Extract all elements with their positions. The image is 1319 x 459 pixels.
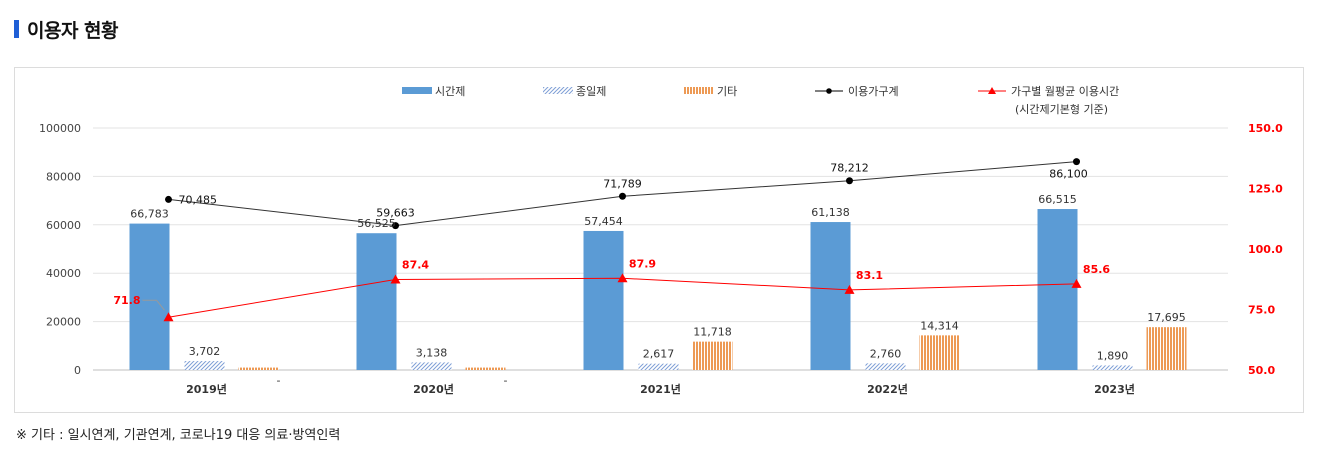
legend-label-line2: (시간제기본형 기준) [1015,103,1108,116]
line-data-label: 71.8 [113,294,140,307]
bar-solid [583,230,624,370]
bar-data-label: 1,890 [1097,349,1129,362]
bar-vertical [465,367,506,370]
bar-data-label: - [277,374,281,387]
bar-data-label: - [504,374,508,387]
bar-vertical [692,341,733,370]
triangle-marker [390,274,401,284]
triangle-marker [163,312,174,322]
bar-diagonal [411,362,452,370]
label-leader-line [142,299,165,311]
line-data-label: 85.6 [1083,263,1110,276]
bar-data-label: 14,314 [920,319,959,332]
page-title: 이용자 현황 [27,19,119,42]
bar-data-label: 3,702 [189,345,221,358]
legend-swatch [543,87,573,94]
legend-swatch [402,87,432,94]
bar-data-label: 2,760 [870,347,902,360]
bar-solid [356,233,397,370]
bar-data-label: 61,138 [811,206,850,219]
bar-data-label: 11,718 [693,326,732,339]
x-tick-label: 2021년 [640,382,681,396]
combo-chart: 0 20000 40000 60000 80000 100000 50.0 75.0 100.0… [39,84,1283,396]
line-data-label: 87.4 [402,258,429,271]
y-left-tick-label: 60000 [46,219,81,232]
y-right-tick-label: 75.0 [1248,304,1275,317]
circle-marker [1073,158,1080,166]
bar-data-label: 66,783 [130,208,169,221]
y-right-tick-label: 125.0 [1248,183,1283,196]
legend-triangle-marker [988,87,996,94]
bar-diagonal [638,363,679,370]
title-mark [14,20,19,38]
x-tick-label: 2023년 [1094,382,1135,396]
line-data-label: 87.9 [629,257,656,270]
triangle-marker [844,284,855,294]
bar-diagonal [1092,365,1133,370]
bar-solid [1037,209,1078,370]
bar-vertical [919,335,960,370]
bar-data-label: 2,617 [643,348,675,361]
y-right-tick-label: 100.0 [1248,243,1283,256]
bar-data-label: 17,695 [1147,311,1186,324]
bar-data-label: 56,525 [357,217,396,230]
bar-diagonal [184,361,225,370]
circle-marker [165,195,172,203]
y-left-tick-label: 100000 [39,122,81,135]
line-data-label: 59,663 [376,207,415,220]
legend-swatch [684,87,714,94]
line-data-label: 71,789 [603,177,642,190]
line-data-label: 70,485 [179,193,218,206]
y-left-tick-label: 0 [74,364,81,377]
circle-marker [846,177,853,185]
footnote: ※ 기타 : 일시연계, 기관연계, 코로나19 대응 의료·방역인력 [16,428,341,443]
y-right-tick-label: 150.0 [1248,122,1283,135]
bar-solid [129,223,170,370]
section-title: 이용자 현황 [14,14,119,44]
legend-label: 가구별 월평균 이용시간 [1011,85,1119,98]
bar-data-label: 66,515 [1038,193,1077,206]
legend-label: 종일제 [576,84,606,98]
y-left-tick-label: 80000 [46,170,81,183]
legend-circle-marker [826,88,832,94]
bar-solid [810,222,851,370]
y-left-tick-label: 20000 [46,316,81,329]
legend-label: 기타 [717,85,737,98]
y-left-tick-label: 40000 [46,267,81,280]
circle-marker [392,222,399,230]
line-data-label: 78,212 [830,162,869,175]
x-tick-label: 2019년 [186,382,227,396]
circle-marker [619,192,626,200]
triangle-marker [617,273,628,283]
x-tick-label: 2022년 [867,382,908,396]
legend-label: 시간제 [435,85,465,98]
x-tick-label: 2020년 [413,382,454,396]
line-data-label: 83.1 [856,269,883,282]
bar-vertical [1146,327,1187,370]
bar-diagonal [865,363,906,370]
chart-container: 0 20000 40000 60000 80000 100000 50.0 75.0 100.0… [14,67,1304,413]
bar-vertical [238,367,279,370]
legend-label: 이용가구계 [848,85,899,98]
triangle-marker [1071,278,1082,288]
line-data-label: 86,100 [1049,168,1088,181]
bar-data-label: 3,138 [416,346,448,359]
y-right-tick-label: 50.0 [1248,364,1275,377]
bar-data-label: 57,454 [584,215,623,228]
